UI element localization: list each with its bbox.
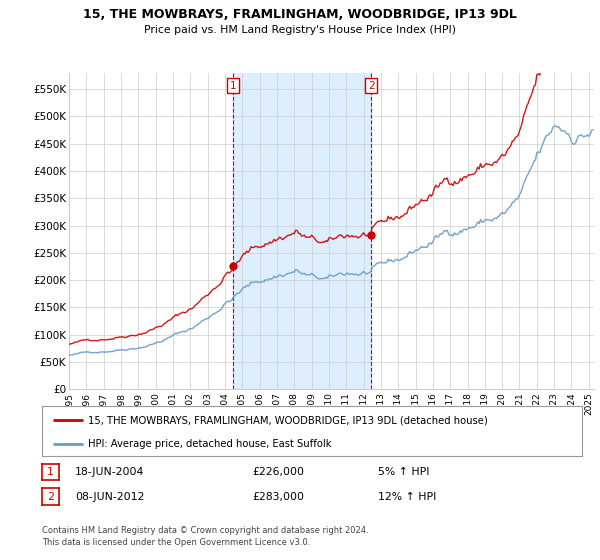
Text: 1: 1 [230,81,236,91]
Text: 2: 2 [368,81,374,91]
Text: 08-JUN-2012: 08-JUN-2012 [75,492,145,502]
Text: 18-JUN-2004: 18-JUN-2004 [75,467,145,477]
Text: 1: 1 [47,467,54,477]
Text: 5% ↑ HPI: 5% ↑ HPI [378,467,430,477]
Text: HPI: Average price, detached house, East Suffolk: HPI: Average price, detached house, East… [88,439,331,449]
Text: 12% ↑ HPI: 12% ↑ HPI [378,492,436,502]
Text: Price paid vs. HM Land Registry's House Price Index (HPI): Price paid vs. HM Land Registry's House … [144,25,456,35]
Text: 2: 2 [47,492,54,502]
Text: £283,000: £283,000 [252,492,304,502]
Bar [233,73,371,389]
Text: 15, THE MOWBRAYS, FRAMLINGHAM, WOODBRIDGE, IP13 9DL (detached house): 15, THE MOWBRAYS, FRAMLINGHAM, WOODBRIDG… [88,415,488,425]
Text: 15, THE MOWBRAYS, FRAMLINGHAM, WOODBRIDGE, IP13 9DL: 15, THE MOWBRAYS, FRAMLINGHAM, WOODBRIDG… [83,8,517,21]
Text: £226,000: £226,000 [252,467,304,477]
Text: Contains HM Land Registry data © Crown copyright and database right 2024.
This d: Contains HM Land Registry data © Crown c… [42,526,368,547]
